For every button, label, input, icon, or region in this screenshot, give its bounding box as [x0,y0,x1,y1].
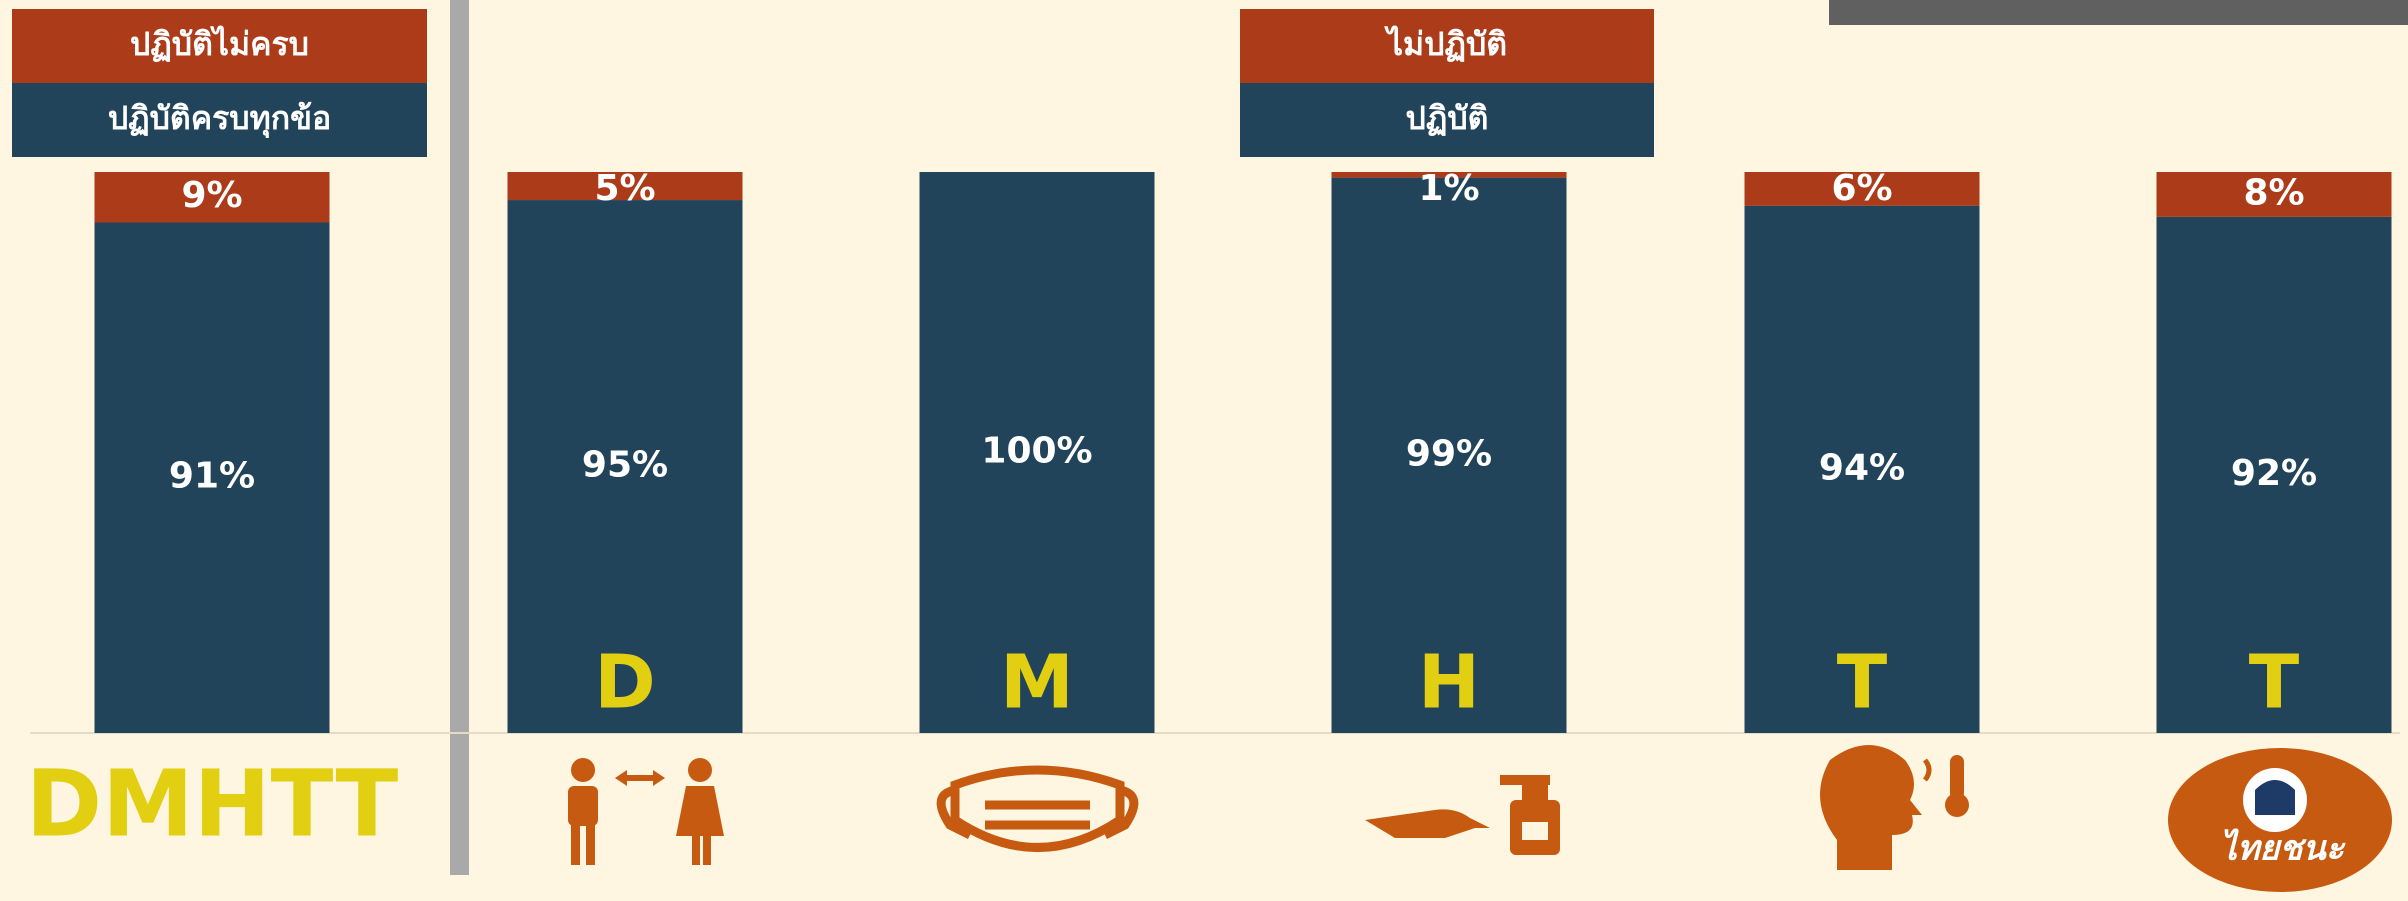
icon-mask [936,765,1139,852]
legend-label: ปฏิบัติ [1406,99,1489,137]
value-label: 6% [1831,168,1892,209]
value-label: 91% [169,456,255,497]
header-box [1829,0,2408,25]
legend-label: ปฏิบัติครบทุกข้อ [108,99,331,139]
divider [450,0,469,875]
value-label: 9% [181,175,242,216]
category-label: DMHTT [26,750,399,857]
value-label: 5% [594,168,655,209]
category-label: M [1000,640,1074,726]
bar-segment [94,222,330,734]
legend-label: ไม่ปฏิบัติ [1384,25,1507,63]
logo-text: ไทยชนะ [2220,828,2346,869]
bar-segment [507,200,743,734]
icons [568,745,2392,892]
category-label: H [1418,640,1480,726]
icon-distance [568,758,724,865]
legend-label: ปฏิบัติไม่ครบ [130,25,309,63]
bar-segment [2156,172,2392,217]
value-label: 100% [981,431,1092,472]
category-label: D [594,640,655,726]
bar-segment [507,172,743,201]
value-label: 92% [2231,453,2317,494]
category-label: T [1837,640,1888,726]
value-label: 95% [582,445,668,486]
bar-segment [94,172,330,223]
bar-segment [1331,177,1567,734]
icon-logo [2168,748,2392,892]
bar-segment [1331,172,1567,178]
icon-fever [1820,745,1969,870]
bar-segment [919,172,1155,733]
legend-swatch [12,83,427,157]
legend-swatch [12,9,427,83]
bar-segment [2156,216,2392,733]
legend-swatch [1240,83,1654,157]
icon-sanitizer [1365,775,1560,855]
legend-swatch [1240,9,1654,83]
value-label: 94% [1819,447,1905,488]
category-label: T [2249,640,2300,726]
bar-segment [1744,205,1980,733]
value-label: 99% [1406,433,1492,474]
bar-segment [1744,172,1980,206]
value-label: 8% [2243,172,2304,213]
value-label: 1% [1418,168,1479,209]
